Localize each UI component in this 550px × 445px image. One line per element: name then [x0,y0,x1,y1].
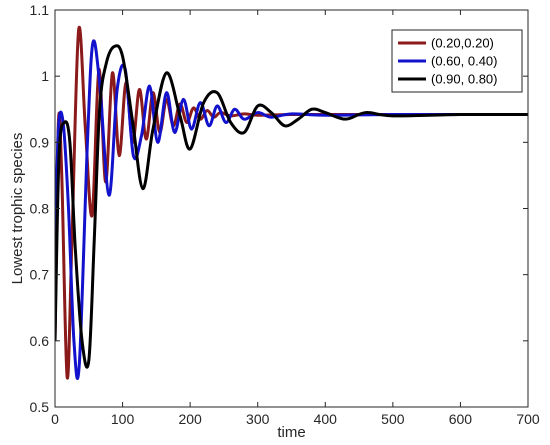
y-tick-label: 1.1 [30,2,50,18]
x-tick-label: 400 [314,411,338,427]
legend-entry-1: (0.20,0.20) [431,36,494,51]
y-tick-label: 1 [41,68,49,84]
y-tick-label: 0.8 [30,201,50,217]
x-tick-label: 700 [516,411,540,427]
y-tick-label: 0.5 [30,399,50,415]
x-tick-label: 300 [246,411,270,427]
series-line-3 [55,44,528,369]
x-tick-label: 100 [111,411,135,427]
y-tick-label: 0.9 [30,134,50,150]
legend: (0.20,0.20) (0.60, 0.40) (0.90, 0.80) [391,29,523,93]
legend-entry-3: (0.90, 0.80) [431,72,498,87]
y-tick-label: 0.7 [30,267,50,283]
legend-entry-2: (0.60, 0.40) [431,54,498,69]
x-tick-label: 600 [449,411,473,427]
x-axis: 0 100 200 300 400 500 600 700 [51,10,540,427]
x-tick-label: 500 [381,411,405,427]
x-tick-label: 0 [51,411,59,427]
x-tick-label: 200 [178,411,202,427]
x-axis-label: time [277,424,305,441]
series-line-2 [55,39,528,380]
y-axis-label: Lowest trophic species [9,133,26,285]
y-axis: 0.5 0.6 0.7 0.8 0.9 1 1.1 [30,2,528,415]
y-tick-label: 0.6 [30,333,50,349]
